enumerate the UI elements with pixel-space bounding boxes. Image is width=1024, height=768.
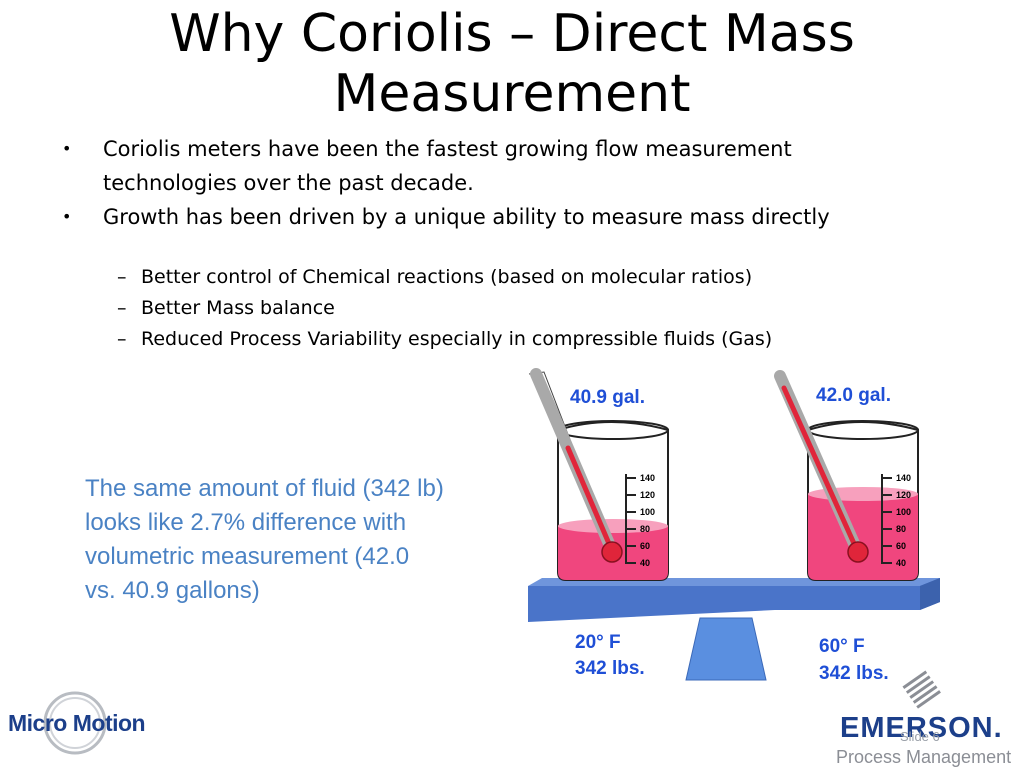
note-line: looks like 2.7% difference with (85, 509, 407, 536)
scale-tick-label: 40 (896, 558, 906, 568)
measuring-scale: 140 120 100 80 60 40 (881, 473, 911, 568)
scale-tick-label: 40 (640, 558, 650, 568)
right-volume-label: 42.0 gal. (816, 385, 891, 406)
sub-bullet-marker: – (117, 328, 127, 350)
micro-motion-logo-text: Micro Motion (8, 710, 146, 736)
bullet-marker: • (62, 139, 72, 158)
scale-tick-label: 100 (896, 507, 911, 517)
scale-tick-label: 80 (640, 524, 650, 534)
scale-tick-label: 60 (896, 541, 906, 551)
emerson-logo-subtitle: Process Management (836, 747, 1012, 767)
scale-tick-label: 120 (896, 490, 911, 500)
slide-title: Why Coriolis – Direct Mass Measurement (0, 4, 1024, 124)
title-line-1: Why Coriolis – Direct Mass (169, 4, 855, 64)
measuring-scale: 140 120 100 80 60 40 (625, 473, 655, 568)
thermometer-icon (528, 368, 623, 563)
scale-tick-label: 100 (640, 507, 655, 517)
emerson-logo: EMERSON. Process Management (834, 668, 1020, 768)
note-line: vs. 40.9 gallons) (85, 577, 260, 604)
sub-bullet-marker: – (117, 266, 127, 288)
bullet-text: technologies over the past decade. (103, 171, 474, 195)
sub-bullet-item: – Reduced Process Variability especially… (60, 324, 940, 355)
right-weight-label: 342 lbs. (819, 663, 889, 684)
comparison-note: The same amount of fluid (342 lb) looks … (85, 472, 525, 608)
note-line: The same amount of fluid (342 lb) (85, 475, 444, 502)
balance-beam (528, 578, 940, 622)
balance-illustration: 140 120 100 80 60 40 140 120 (528, 368, 940, 681)
sub-bullet-text: Better control of Chemical reactions (ba… (141, 266, 753, 288)
title-line-2: Measurement (333, 64, 691, 124)
bullet-list: • Coriolis meters have been the fastest … (60, 132, 940, 355)
thermometer-icon (774, 370, 869, 563)
bullet-text: Coriolis meters have been the fastest gr… (103, 137, 792, 161)
bullet-item: • Coriolis meters have been the fastest … (60, 132, 940, 200)
scale-tick-label: 120 (640, 490, 655, 500)
scale-tick-label: 60 (640, 541, 650, 551)
sub-bullet-text: Better Mass balance (141, 297, 335, 319)
emerson-logo-text: EMERSON. (840, 712, 1003, 744)
fulcrum-icon (685, 617, 767, 681)
left-volume-label: 40.9 gal. (570, 387, 645, 408)
sub-bullet-marker: – (117, 297, 127, 319)
left-beaker: 140 120 100 80 60 40 (528, 368, 669, 581)
left-weight-label: 342 lbs. (575, 658, 645, 679)
sub-bullet-item: – Better control of Chemical reactions (… (60, 262, 940, 293)
bullet-item: • Growth has been driven by a unique abi… (60, 200, 940, 234)
left-temperature-label: 20° F (575, 632, 621, 653)
scale-tick-label: 140 (640, 473, 655, 483)
sub-bullet-text: Reduced Process Variability especially i… (141, 328, 773, 350)
right-beaker: 140 120 100 80 60 40 (774, 370, 919, 581)
bullet-text: Growth has been driven by a unique abili… (103, 205, 830, 229)
scale-tick-label: 140 (896, 473, 911, 483)
scale-tick-label: 80 (896, 524, 906, 534)
right-temperature-label: 60° F (819, 636, 865, 657)
slide-number: Slide 6 (900, 729, 940, 744)
sub-bullet-item: – Better Mass balance (60, 293, 940, 324)
micro-motion-logo: Micro Motion (4, 690, 164, 760)
note-line: volumetric measurement (42.0 (85, 543, 410, 570)
bullet-marker: • (62, 207, 72, 226)
